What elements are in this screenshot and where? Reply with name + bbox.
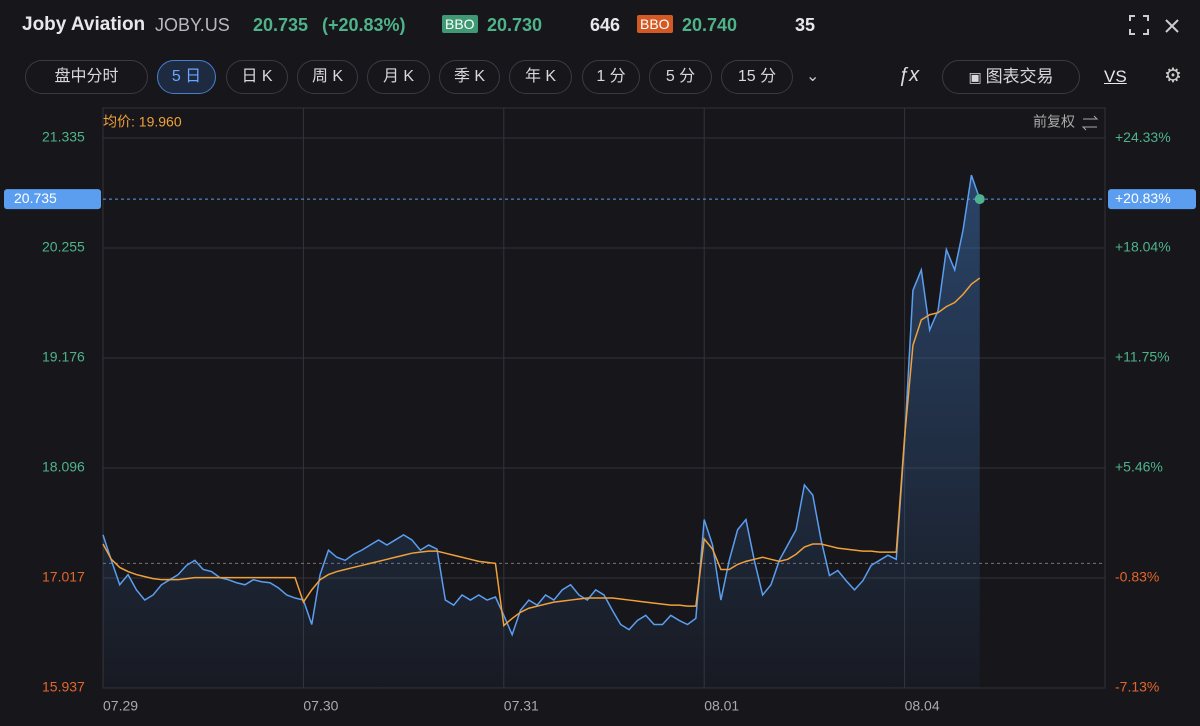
period-button[interactable]: 日 K bbox=[226, 60, 288, 94]
y-tick-label: 19.176 bbox=[42, 349, 85, 365]
y-tick-label: 21.335 bbox=[42, 129, 85, 145]
x-tick-label: 08.01 bbox=[704, 698, 739, 714]
y2-tick-label: +11.75% bbox=[1115, 349, 1170, 365]
y2-tick-label: +18.04% bbox=[1115, 239, 1171, 255]
change-badge-label: +20.83% bbox=[1115, 190, 1171, 206]
bbo-badge: BBO bbox=[442, 15, 478, 33]
price: 20.735 bbox=[253, 15, 309, 35]
header-icons[interactable] bbox=[1128, 14, 1188, 36]
settings-icon[interactable]: ⚙ bbox=[1164, 65, 1182, 87]
y2-tick-label: -7.13% bbox=[1115, 679, 1159, 695]
y2-tick-label: +24.33% bbox=[1115, 129, 1171, 145]
x-tick-label: 07.31 bbox=[504, 698, 539, 714]
x-tick-label: 07.29 bbox=[103, 698, 138, 714]
price-line bbox=[102, 174, 981, 637]
y-tick-label: 15.937 bbox=[42, 679, 85, 695]
adjust-icon[interactable] bbox=[1081, 115, 1099, 131]
x-tick-label: 07.30 bbox=[303, 698, 338, 714]
bid-size: 646 bbox=[590, 15, 621, 35]
more-chevron[interactable]: ⌄ bbox=[806, 68, 820, 85]
change-badge bbox=[1108, 189, 1196, 210]
period-button[interactable]: 季 K bbox=[439, 60, 500, 94]
ask: 20.740 bbox=[682, 15, 738, 35]
price-area bbox=[103, 175, 980, 688]
bbo-badge: BBO bbox=[637, 15, 673, 33]
y2-tick-label: -0.83% bbox=[1115, 569, 1159, 585]
price-badge-label: 20.735 bbox=[14, 190, 57, 206]
period-button[interactable]: 年 K bbox=[509, 60, 572, 94]
change: (+20.83%) bbox=[322, 15, 406, 35]
price-badge bbox=[4, 189, 101, 210]
adjust-label: 前复权 bbox=[1033, 114, 1075, 130]
chart-trade-button[interactable]: ▣ 图表交易 bbox=[942, 60, 1080, 94]
bid: 20.730 bbox=[487, 15, 543, 35]
period-button[interactable]: 5 分 bbox=[649, 60, 712, 94]
y-tick-label: 18.096 bbox=[42, 459, 85, 475]
stock-name: Joby Aviation bbox=[22, 14, 146, 35]
y-tick-label: 20.255 bbox=[42, 239, 85, 255]
chart-trade-label: 图表交易 bbox=[985, 67, 1054, 86]
fx-icon[interactable]: ƒx bbox=[898, 64, 920, 86]
ticker: JOBY.US bbox=[155, 15, 230, 35]
ask-size: 35 bbox=[795, 15, 816, 35]
period-button[interactable]: 5 日 bbox=[157, 60, 216, 94]
y2-tick-label: +5.46% bbox=[1115, 459, 1163, 475]
x-tick-label: 08.04 bbox=[905, 698, 940, 714]
period-button[interactable]: 盘中分时 bbox=[25, 60, 148, 94]
average-line bbox=[102, 277, 981, 628]
y-tick-label: 17.017 bbox=[42, 569, 85, 585]
period-button[interactable]: 1 分 bbox=[582, 60, 640, 94]
avg-label: 均价: 19.960 bbox=[103, 114, 182, 130]
period-button[interactable]: 周 K bbox=[297, 60, 358, 94]
period-button[interactable]: 15 分 bbox=[721, 60, 793, 94]
vs-button[interactable]: VS bbox=[1104, 67, 1127, 86]
period-button[interactable]: 月 K bbox=[367, 60, 430, 94]
